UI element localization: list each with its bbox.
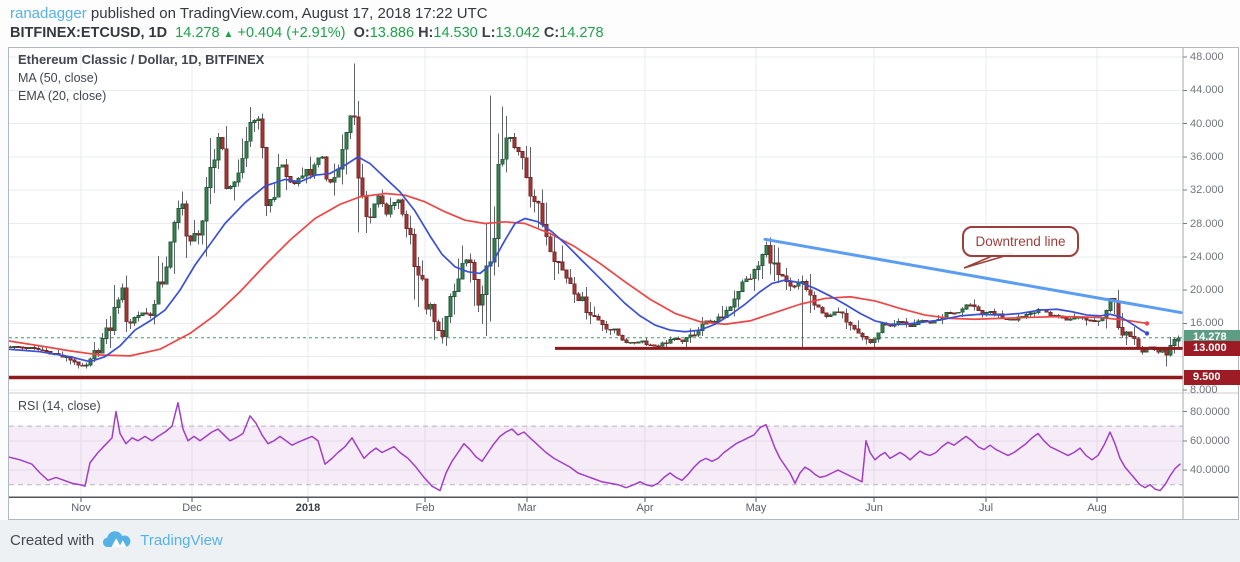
time-axis-label-2018: 2018: [295, 502, 321, 514]
rsi-series: [9, 401, 1181, 492]
close-label: C:: [543, 25, 560, 41]
time-axis-label-dec: Dec: [182, 502, 202, 514]
time-axis-label-jul: Jul: [978, 502, 994, 514]
legend-ma50: MA (50, close): [18, 71, 98, 85]
price-axis-label: 20.000: [1190, 284, 1224, 297]
tradingview-logo-icon[interactable]: [102, 529, 132, 551]
price-change: +0.404 (+2.91%): [237, 25, 346, 41]
tradingview-brand-link[interactable]: TradingView: [140, 531, 223, 549]
last-price: 14.278: [175, 25, 220, 41]
symbol-label: BITFINEX:ETCUSD, 1D: [10, 25, 168, 41]
chart-frame: Downtrend line Ethereum Classic / Dollar…: [8, 47, 1240, 520]
time-axis-label-aug: Aug: [1087, 502, 1107, 514]
created-with-text: Created with: [10, 531, 95, 549]
time-axis-label-nov: Nov: [71, 502, 91, 514]
footer: Created with TradingView: [0, 520, 1240, 562]
price-badge: 9.500: [1184, 370, 1240, 385]
price-axis-label: 36.000: [1190, 150, 1224, 163]
callout-text: Downtrend line: [975, 234, 1065, 249]
downtrend-callout[interactable]: Downtrend line: [962, 226, 1079, 269]
price-axis-label: 24.000: [1190, 250, 1224, 263]
time-axis-label-feb: Feb: [415, 502, 435, 514]
up-arrow-icon: ▲: [223, 29, 234, 40]
rsi-band: [9, 425, 1183, 486]
price-axis-label: 8.000: [1190, 384, 1218, 396]
high-value: 14.530: [433, 25, 478, 41]
open-value: 13.886: [369, 25, 415, 41]
rsi-axis-label: 40.0000: [1190, 464, 1230, 477]
legend-ema20: EMA (20, close): [18, 89, 107, 103]
downtrend-line-drawing[interactable]: [763, 237, 1183, 315]
close-value: 14.278: [559, 25, 604, 41]
price-axis-label: 40.000: [1190, 117, 1224, 130]
time-axis-label-apr: Apr: [636, 502, 654, 514]
low-label: L:: [481, 25, 496, 41]
time-axis-label-jun: Jun: [865, 502, 883, 514]
price-axis-label: 44.000: [1190, 84, 1224, 97]
price-axis-label: 28.000: [1190, 217, 1224, 230]
chart-legend: Ethereum Classic / Dollar, 1D, BITFINEX …: [18, 52, 264, 107]
open-label: O:: [353, 25, 370, 41]
candlestick-series: [9, 63, 1181, 369]
main-chart-canvas[interactable]: Downtrend line: [9, 48, 1238, 519]
gridlines: [9, 48, 1183, 497]
published-text: published on TradingView.com, August 17,…: [86, 5, 488, 22]
published-line: ranadagger published on TradingView.com,…: [10, 5, 488, 22]
price-axis-label: 32.000: [1190, 184, 1224, 197]
high-label: H:: [418, 25, 434, 41]
price-axis-label: 16.000: [1190, 317, 1224, 330]
price-badge: 13.000: [1184, 340, 1240, 356]
support-resistance-lines[interactable]: [9, 337, 1183, 380]
header: ranadagger published on TradingView.com,…: [0, 0, 1240, 47]
rsi-axis-label: 60.0000: [1190, 434, 1230, 447]
time-axis-label-mar: Mar: [517, 502, 537, 514]
symbol-ohlc-line: BITFINEX:ETCUSD, 1D 14.278 ▲ +0.404 (+2.…: [10, 25, 604, 41]
username-link[interactable]: ranadagger: [10, 5, 87, 22]
ma-ema-overlays: [9, 156, 1183, 363]
low-value: 13.042: [495, 25, 540, 41]
price-axis-label: 48.000: [1190, 51, 1224, 63]
time-axis-label-may: May: [745, 502, 767, 514]
axes-lines: [9, 48, 1238, 519]
legend-title: Ethereum Classic / Dollar, 1D, BITFINEX: [18, 52, 265, 67]
rsi-legend: RSI (14, close): [18, 399, 101, 413]
rsi-axis-label: 80.0000: [1190, 405, 1230, 418]
